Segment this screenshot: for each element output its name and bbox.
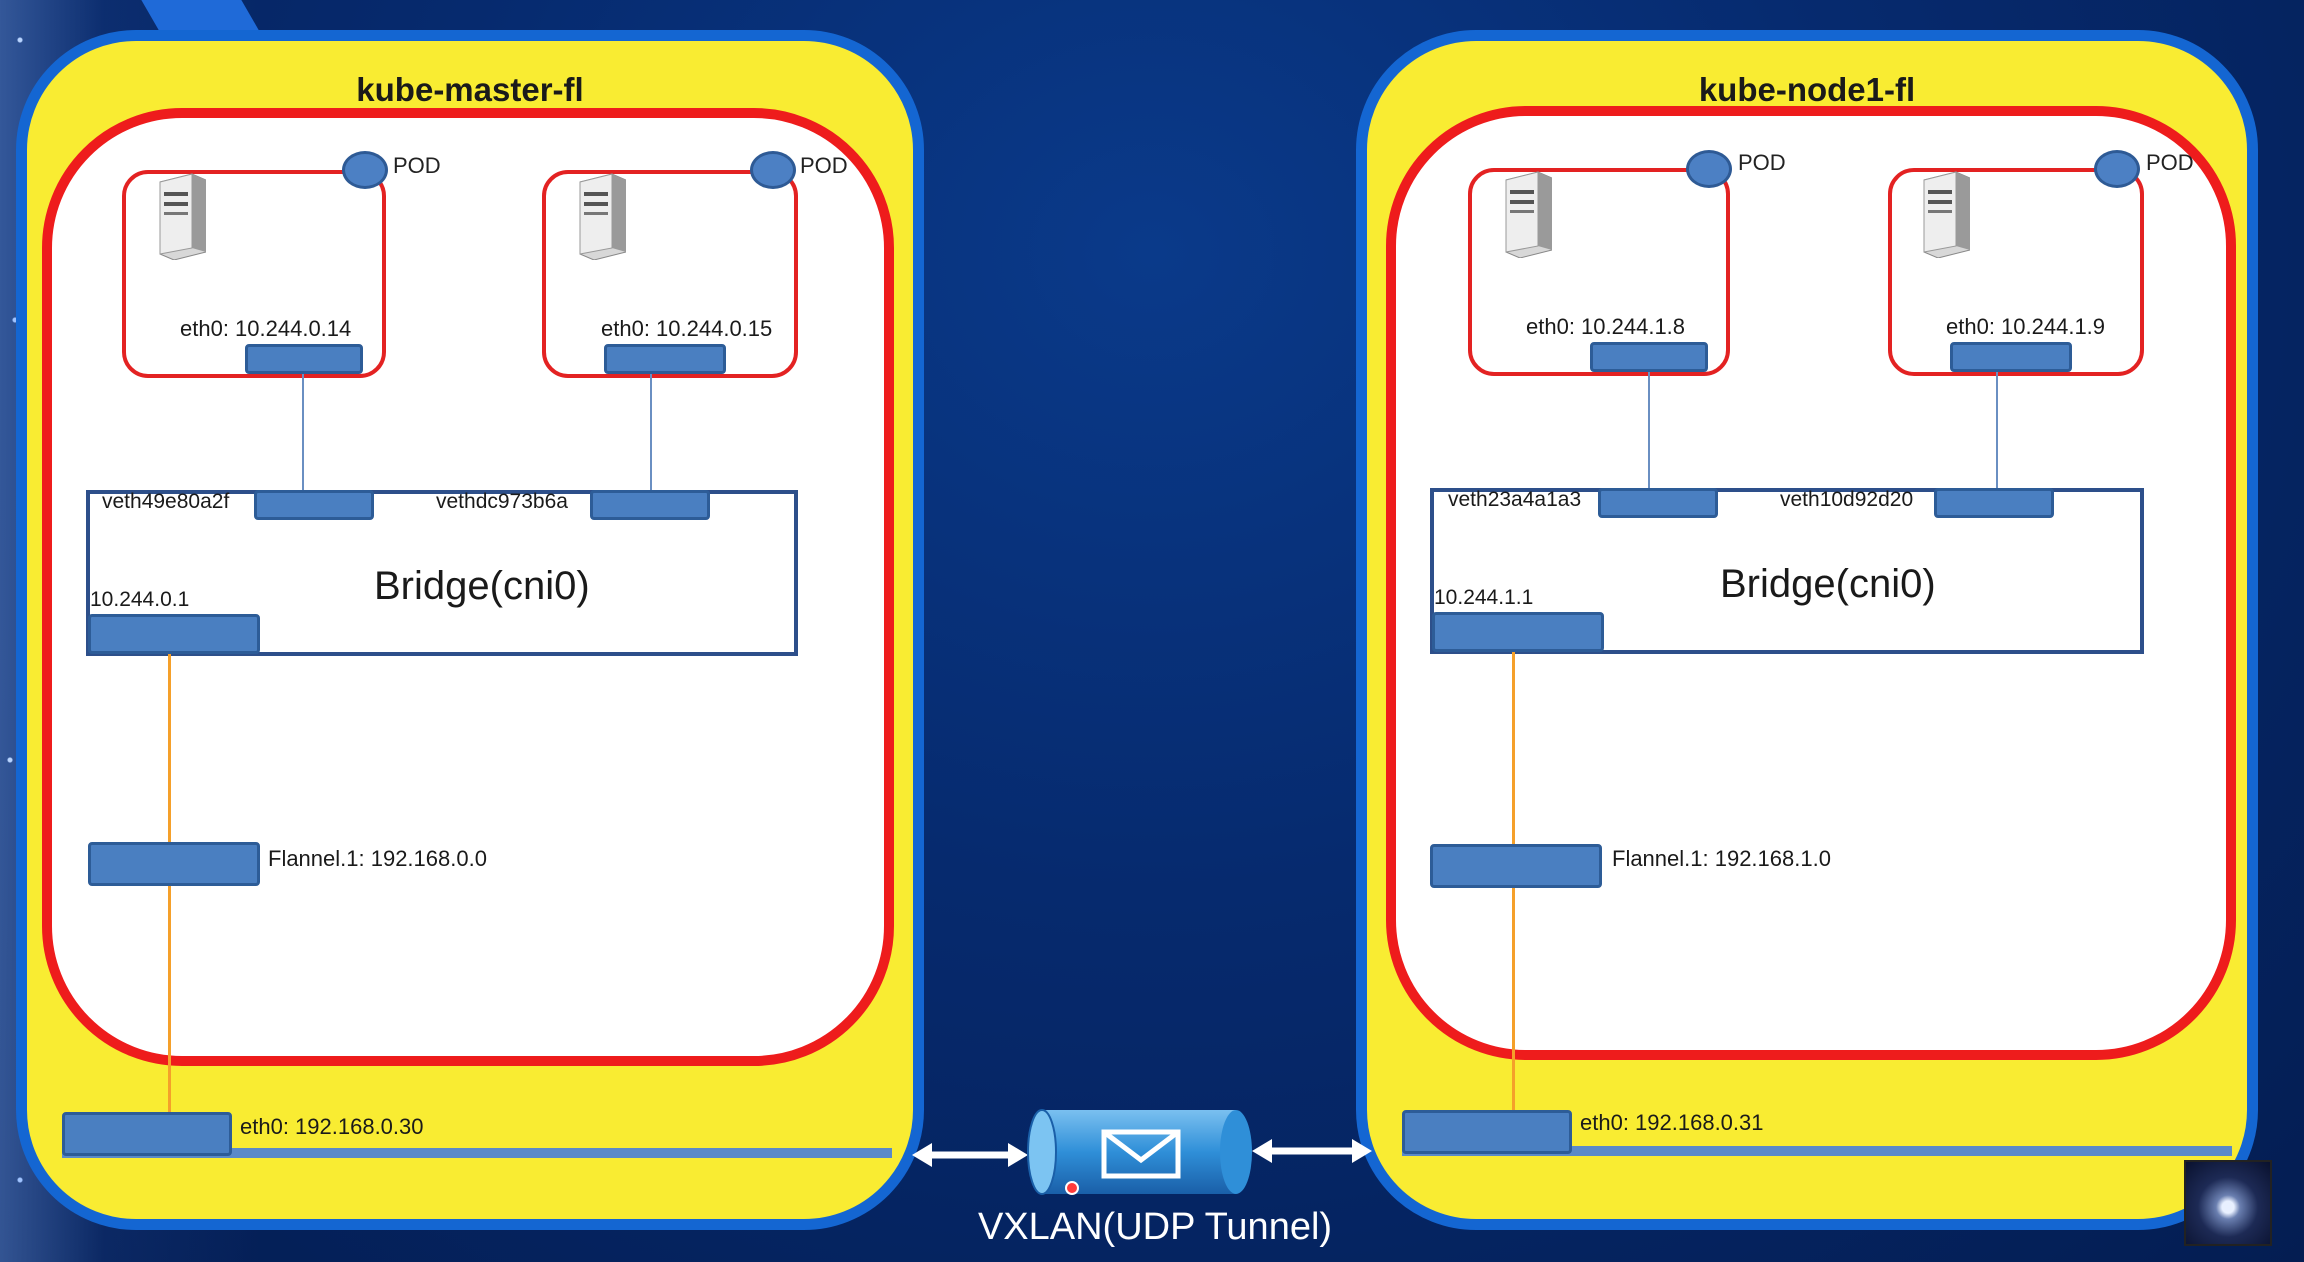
host-eth0-bar: [1402, 1146, 2232, 1156]
server-icon: [1505, 171, 1552, 258]
host-eth0-bar: [62, 1148, 892, 1158]
pod-eth0-label: eth0: 10.244.0.15: [601, 316, 773, 341]
host-title: kube-master-fl: [356, 71, 584, 108]
pod-label: POD: [2146, 150, 2194, 175]
veth-label: veth10d92d20: [1780, 488, 1914, 511]
tunnel-right-arrow: [1252, 1139, 1372, 1163]
host-eth0-label: eth0: 192.168.0.31: [1580, 1110, 1764, 1135]
host-title: kube-node1-fl: [1698, 71, 1916, 108]
bridge-title: Bridge(cni0): [1720, 562, 1936, 606]
server-icon: [1923, 171, 1970, 258]
pod-eth0-interface[interactable]: [1590, 342, 1708, 372]
veth-label: veth49e80a2f: [102, 490, 230, 513]
pod-indicator-icon: [2094, 150, 2140, 188]
server-icon: [579, 173, 626, 260]
pod-label: POD: [800, 153, 848, 178]
veth-link: [1996, 372, 1998, 488]
pod-eth0-label: eth0: 10.244.1.9: [1946, 314, 2106, 339]
corner-stripe: [141, 0, 259, 30]
pod-indicator-icon: [342, 151, 388, 189]
pod-eth0-interface[interactable]: [1950, 342, 2072, 372]
pod-indicator-icon: [750, 151, 796, 189]
veth-label: vethdc973b6a: [436, 490, 568, 513]
bridge-ip-label: 10.244.1.1: [1434, 586, 1534, 609]
bridge-ip-label: 10.244.0.1: [90, 588, 190, 611]
envelope-icon: [1101, 1129, 1181, 1179]
flannel-label: Flannel.1: 192.168.1.0: [1612, 846, 1831, 871]
video-thumbnail[interactable]: [2184, 1160, 2272, 1246]
vxlan-tunnel-label: VXLAN(UDP Tunnel): [977, 1206, 1333, 1248]
veth-interface[interactable]: [590, 490, 710, 520]
veth-link: [1648, 372, 1650, 488]
server-icon: [159, 173, 206, 260]
pod-label: POD: [1738, 150, 1786, 175]
vxlan-tunnel-icon[interactable]: [1026, 1104, 1252, 1200]
pod-eth0-interface[interactable]: [245, 344, 363, 374]
pod-box[interactable]: [1468, 168, 1730, 376]
host-eth0-interface[interactable]: [1402, 1110, 1572, 1154]
pod-eth0-label: eth0: 10.244.1.8: [1526, 314, 1686, 339]
flannel-label: Flannel.1: 192.168.0.0: [268, 846, 487, 871]
bridge-ip-interface[interactable]: [88, 614, 260, 654]
veth-link: [650, 374, 652, 490]
pod-indicator-icon: [1686, 150, 1732, 188]
veth-label: veth23a4a1a3: [1448, 488, 1582, 511]
flannel-interface[interactable]: [88, 842, 260, 886]
veth-interface[interactable]: [254, 490, 374, 520]
bridge-title: Bridge(cni0): [374, 564, 590, 608]
veth-link: [302, 374, 304, 490]
pod-eth0-interface[interactable]: [604, 344, 726, 374]
host-eth0-interface[interactable]: [62, 1112, 232, 1156]
flannel-interface[interactable]: [1430, 844, 1602, 888]
veth-interface[interactable]: [1598, 488, 1718, 518]
host-eth0-label: eth0: 192.168.0.30: [240, 1114, 424, 1139]
tunnel-left-arrow: [912, 1143, 1028, 1167]
pod-eth0-label: eth0: 10.244.0.14: [180, 316, 352, 341]
bridge-ip-interface[interactable]: [1432, 612, 1604, 652]
pod-label: POD: [393, 153, 441, 178]
veth-interface[interactable]: [1934, 488, 2054, 518]
